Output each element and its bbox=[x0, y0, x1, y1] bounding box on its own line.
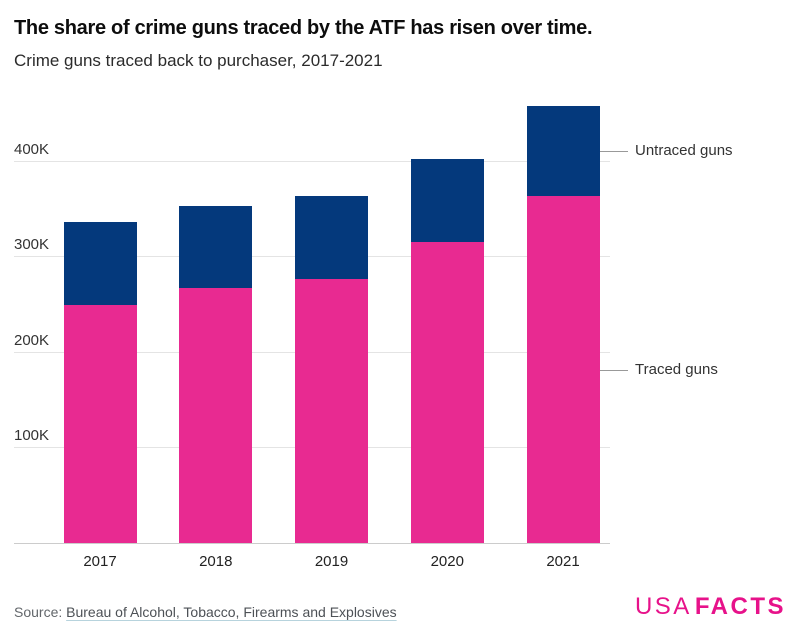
y-axis-tick-300K: 300K bbox=[14, 236, 50, 254]
annotation-label-untraced-guns: Untraced guns bbox=[635, 142, 733, 160]
chart-title: The share of crime guns traced by the AT… bbox=[14, 17, 593, 39]
x-axis-label-2017: 2017 bbox=[83, 553, 117, 570]
gridline-400K bbox=[14, 160, 610, 162]
chart-subtitle: Crime guns traced back to purchaser, 201… bbox=[14, 51, 383, 70]
x-axis-line bbox=[14, 543, 610, 544]
bar-2018-traced-guns[interactable] bbox=[179, 287, 253, 544]
annotation-label-traced-guns: Traced guns bbox=[635, 361, 718, 379]
bar-2021-traced-guns[interactable] bbox=[526, 196, 600, 544]
logo-usa-text: USA bbox=[634, 593, 692, 620]
bar-2021-untraced-guns[interactable] bbox=[526, 106, 600, 197]
y-axis-tick-400K: 400K bbox=[14, 140, 50, 158]
bar-2017-traced-guns[interactable] bbox=[63, 305, 137, 544]
bar-2017-untraced-guns[interactable] bbox=[63, 222, 137, 306]
logo-facts-text: FACTS bbox=[694, 593, 786, 620]
x-axis-label-2021: 2021 bbox=[546, 553, 580, 570]
bar-2019-traced-guns[interactable] bbox=[295, 279, 368, 544]
annotation-leader-line-traced-guns bbox=[600, 370, 628, 372]
x-axis-label-2019: 2019 bbox=[314, 553, 349, 570]
bar-2020-traced-guns[interactable] bbox=[410, 242, 484, 544]
source-label: Source: bbox=[14, 604, 63, 620]
bar-2020-untraced-guns[interactable] bbox=[410, 159, 484, 243]
bar-2019-untraced-guns[interactable] bbox=[295, 196, 368, 280]
bar-2018-untraced-guns[interactable] bbox=[179, 205, 253, 288]
x-axis-label-2018: 2018 bbox=[199, 553, 233, 570]
source-line: Source: Bureau of Alcohol, Tobacco, Fire… bbox=[14, 604, 397, 620]
y-axis-tick-200K: 200K bbox=[14, 331, 50, 349]
annotation-leader-line-untraced-guns bbox=[600, 151, 628, 153]
usafacts-logo[interactable]: USA FACTS bbox=[635, 593, 786, 621]
source-link[interactable]: Bureau of Alcohol, Tobacco, Firearms and… bbox=[66, 604, 397, 620]
x-axis-label-2020: 2020 bbox=[430, 553, 464, 570]
y-axis-tick-100K: 100K bbox=[14, 427, 50, 445]
plot-area: 100K 200K 300K 400K 2017 2018 2019 2020 2021 Untr… bbox=[0, 95, 800, 570]
